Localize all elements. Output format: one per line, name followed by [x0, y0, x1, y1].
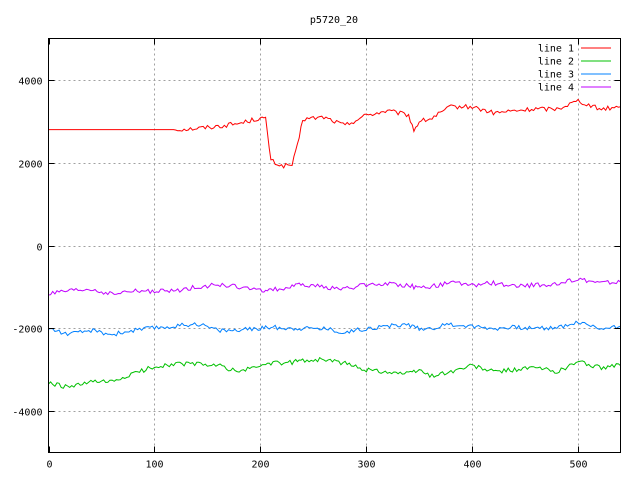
y-tick-label: 4000 [18, 77, 42, 88]
legend-label: line 3 [538, 70, 574, 81]
legend-label: line 4 [538, 83, 574, 94]
x-tick-label: 0 [46, 460, 52, 471]
legend-label: line 2 [538, 57, 574, 68]
series-line-1 [48, 98, 621, 169]
legend-label: line 1 [538, 44, 574, 55]
x-tick-label: 300 [357, 460, 375, 471]
x-tick-label: 400 [463, 460, 481, 471]
y-tick-label: 0 [36, 243, 42, 254]
y-tick-label: 2000 [18, 160, 42, 171]
x-tick-label: 500 [569, 460, 587, 471]
series-line-4 [48, 277, 621, 296]
axis-ticks: 0 100 200 300 400 500 -4000 -2000 0 2000 4000 [12, 38, 621, 471]
grid-lines [48, 38, 621, 453]
x-tick-label: 100 [145, 460, 163, 471]
series-line-2 [48, 356, 621, 389]
series-lines [48, 98, 621, 389]
y-tick-label: -2000 [12, 325, 42, 336]
series-line-3 [48, 320, 621, 337]
x-tick-label: 200 [251, 460, 269, 471]
y-tick-label: -4000 [12, 408, 42, 419]
legend: line 1 line 2 line 3 line 4 [538, 44, 611, 94]
chart-title: p5720_20 [310, 15, 358, 26]
plot-frame [48, 38, 621, 453]
